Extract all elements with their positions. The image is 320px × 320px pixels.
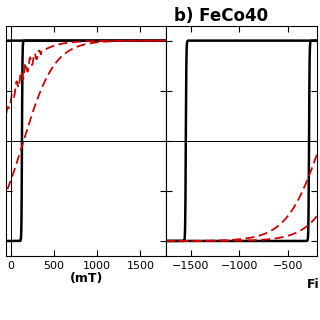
X-axis label: (mT): (mT)	[70, 272, 103, 285]
Text: b) FeCo40: b) FeCo40	[174, 7, 268, 25]
Legend: $\mathrm{H_{par}}$, $\mathrm{H_{perp}}$: $\mathrm{H_{par}}$, $\mathrm{H_{perp}}$	[231, 197, 312, 250]
Text: Fi: Fi	[307, 278, 320, 291]
